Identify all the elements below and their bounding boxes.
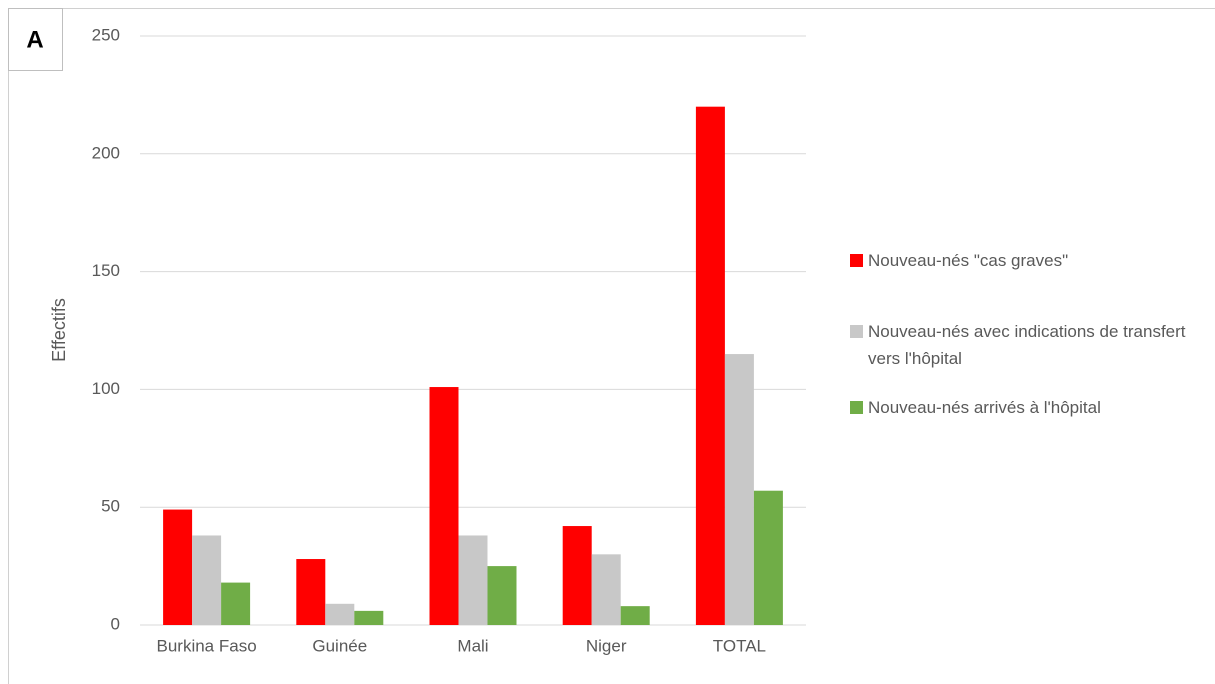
- legend-label: Nouveau-nés avec indications de transfer…: [868, 322, 1186, 368]
- bar: [429, 387, 459, 625]
- x-tick-label: TOTAL: [713, 636, 766, 655]
- panel-label: A: [26, 26, 43, 53]
- bar: [620, 606, 650, 625]
- panel-box: [8, 8, 63, 71]
- bar: [591, 554, 621, 625]
- bar: [487, 566, 517, 625]
- y-tick-label: 50: [101, 497, 120, 516]
- x-tick-label: Burkina Faso: [157, 636, 257, 655]
- bar: [695, 106, 725, 626]
- bar: [192, 535, 222, 625]
- legend-entry: Nouveau-nés avec indications de transfer…: [850, 318, 1190, 372]
- bar: [753, 490, 783, 625]
- bar: [458, 535, 488, 625]
- bar: [163, 509, 193, 625]
- y-tick-label: 150: [92, 261, 120, 280]
- y-axis-label: Effectifs: [49, 298, 69, 362]
- bar: [354, 610, 384, 625]
- legend-entry: Nouveau-nés "cas graves": [850, 247, 1190, 274]
- bar: [562, 526, 592, 625]
- y-tick-label: 250: [92, 25, 120, 44]
- x-tick-label: Guinée: [312, 636, 367, 655]
- legend-label: Nouveau-nés "cas graves": [868, 251, 1069, 270]
- x-tick-label: Mali: [457, 636, 488, 655]
- bar: [724, 354, 754, 625]
- legend-label: Nouveau-nés arrivés à l'hôpital: [868, 398, 1101, 417]
- chart-frame: [8, 8, 1215, 684]
- y-tick-label: 200: [92, 143, 120, 162]
- x-tick-label: Niger: [586, 636, 627, 655]
- legend-entry: Nouveau-nés arrivés à l'hôpital: [850, 394, 1190, 421]
- bar: [325, 603, 355, 625]
- y-tick-label: 100: [92, 379, 120, 398]
- bar: [296, 559, 326, 625]
- legend-swatch: [850, 254, 863, 267]
- legend-swatch: [850, 325, 863, 338]
- y-tick-label: 0: [111, 614, 120, 633]
- bar: [221, 582, 251, 625]
- legend-swatch: [850, 401, 863, 414]
